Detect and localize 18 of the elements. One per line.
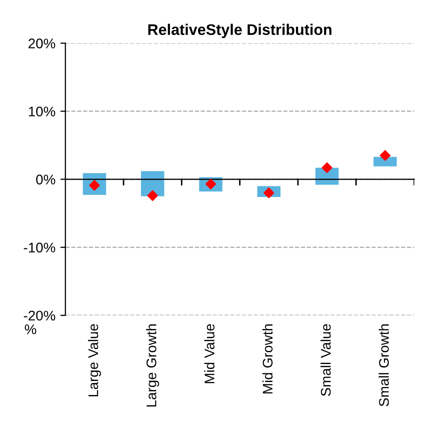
y-tick-label: 10% xyxy=(28,106,56,116)
chart-title: RelativeStyle Distribution xyxy=(148,24,332,38)
y-tick-label: -20% xyxy=(24,310,56,321)
point xyxy=(264,188,274,198)
x-tick-label: Large Growth xyxy=(146,324,160,407)
x-tick-label: Mid Growth xyxy=(262,324,273,394)
x-tick-label: Mid Value xyxy=(204,324,214,384)
y-tick-label: 0% xyxy=(36,174,56,184)
y-tick-label: -10% xyxy=(24,242,56,252)
point xyxy=(380,150,390,161)
point xyxy=(322,162,332,174)
x-tick-label: Small Growth xyxy=(378,324,389,406)
x-tick-label: Small Value xyxy=(320,324,331,396)
y-axis-title: % xyxy=(24,324,36,334)
y-tick-label: 20% xyxy=(28,38,56,48)
bar xyxy=(374,156,397,166)
point xyxy=(147,190,158,201)
x-tick-label: Large Value xyxy=(88,324,101,396)
